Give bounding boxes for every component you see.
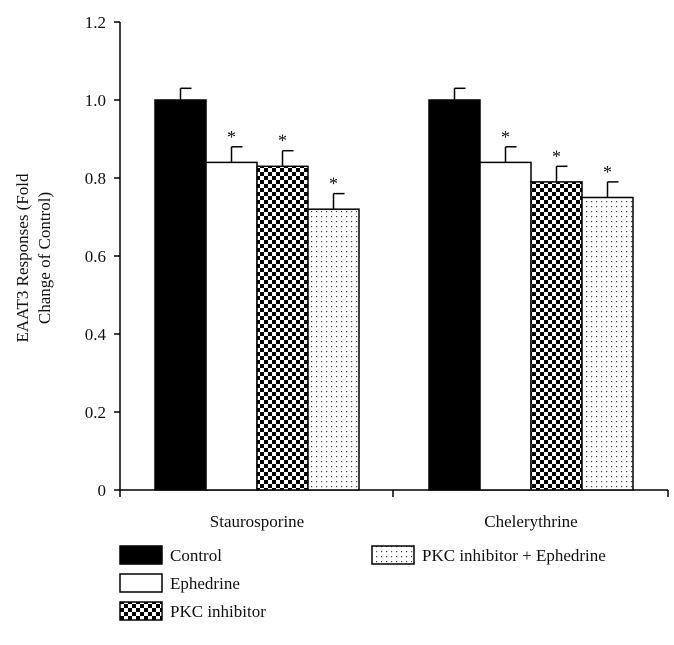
y-tick-label: 0	[98, 481, 107, 500]
x-category-label: Chelerythrine	[484, 512, 577, 531]
y-tick-label: 1.0	[85, 91, 106, 110]
y-tick-label: 0.2	[85, 403, 106, 422]
y-axis-label: EAAT3 Responses (Fold Change of Control)	[13, 173, 54, 343]
labels: 0 0.2 0.4 0.6 0.8 1.0 1.2 EAAT3 Responses (Fold…	[13, 13, 612, 531]
legend-label-1: Ephedrine	[170, 574, 240, 593]
legend-label-2: PKC inhibitor	[170, 602, 266, 621]
y-tick-label: 1.2	[85, 13, 106, 32]
y-tick-label: 0.8	[85, 169, 106, 188]
y-axis-label-line: EAAT3 Responses (Fold	[13, 173, 32, 343]
y-axis-label-line: Change of Control)	[35, 192, 54, 324]
bar-0-2	[256, 165, 309, 491]
x-category-label: Staurosporine	[210, 512, 304, 531]
legend-label-3: PKC inhibitor + Ephedrine	[422, 546, 606, 565]
legend-swatch-1	[119, 573, 163, 593]
bar-1-2	[530, 181, 583, 491]
significance-star: *	[501, 127, 510, 147]
bar-0-0	[154, 99, 207, 491]
legend-swatch-3	[371, 545, 415, 565]
bar-1-3	[581, 196, 634, 491]
bars	[154, 87, 634, 491]
legend-label-0: Control	[170, 546, 222, 565]
bar-0-3	[307, 208, 360, 491]
bar-1-0	[428, 99, 481, 491]
bar-0-1	[205, 161, 258, 491]
y-tick-label: 0.4	[85, 325, 107, 344]
bar-1-1	[479, 161, 532, 491]
significance-star: *	[278, 131, 287, 151]
significance-star: *	[227, 127, 236, 147]
significance-star: *	[603, 162, 612, 182]
significance-star: *	[329, 174, 338, 194]
legend: Control Ephedrine PKC inhibitor PKC inhibit…	[119, 545, 606, 621]
significance-star: *	[552, 146, 561, 166]
legend-swatch-0	[119, 545, 163, 565]
y-tick-label: 0.6	[85, 247, 106, 266]
legend-swatch-2	[119, 601, 163, 621]
